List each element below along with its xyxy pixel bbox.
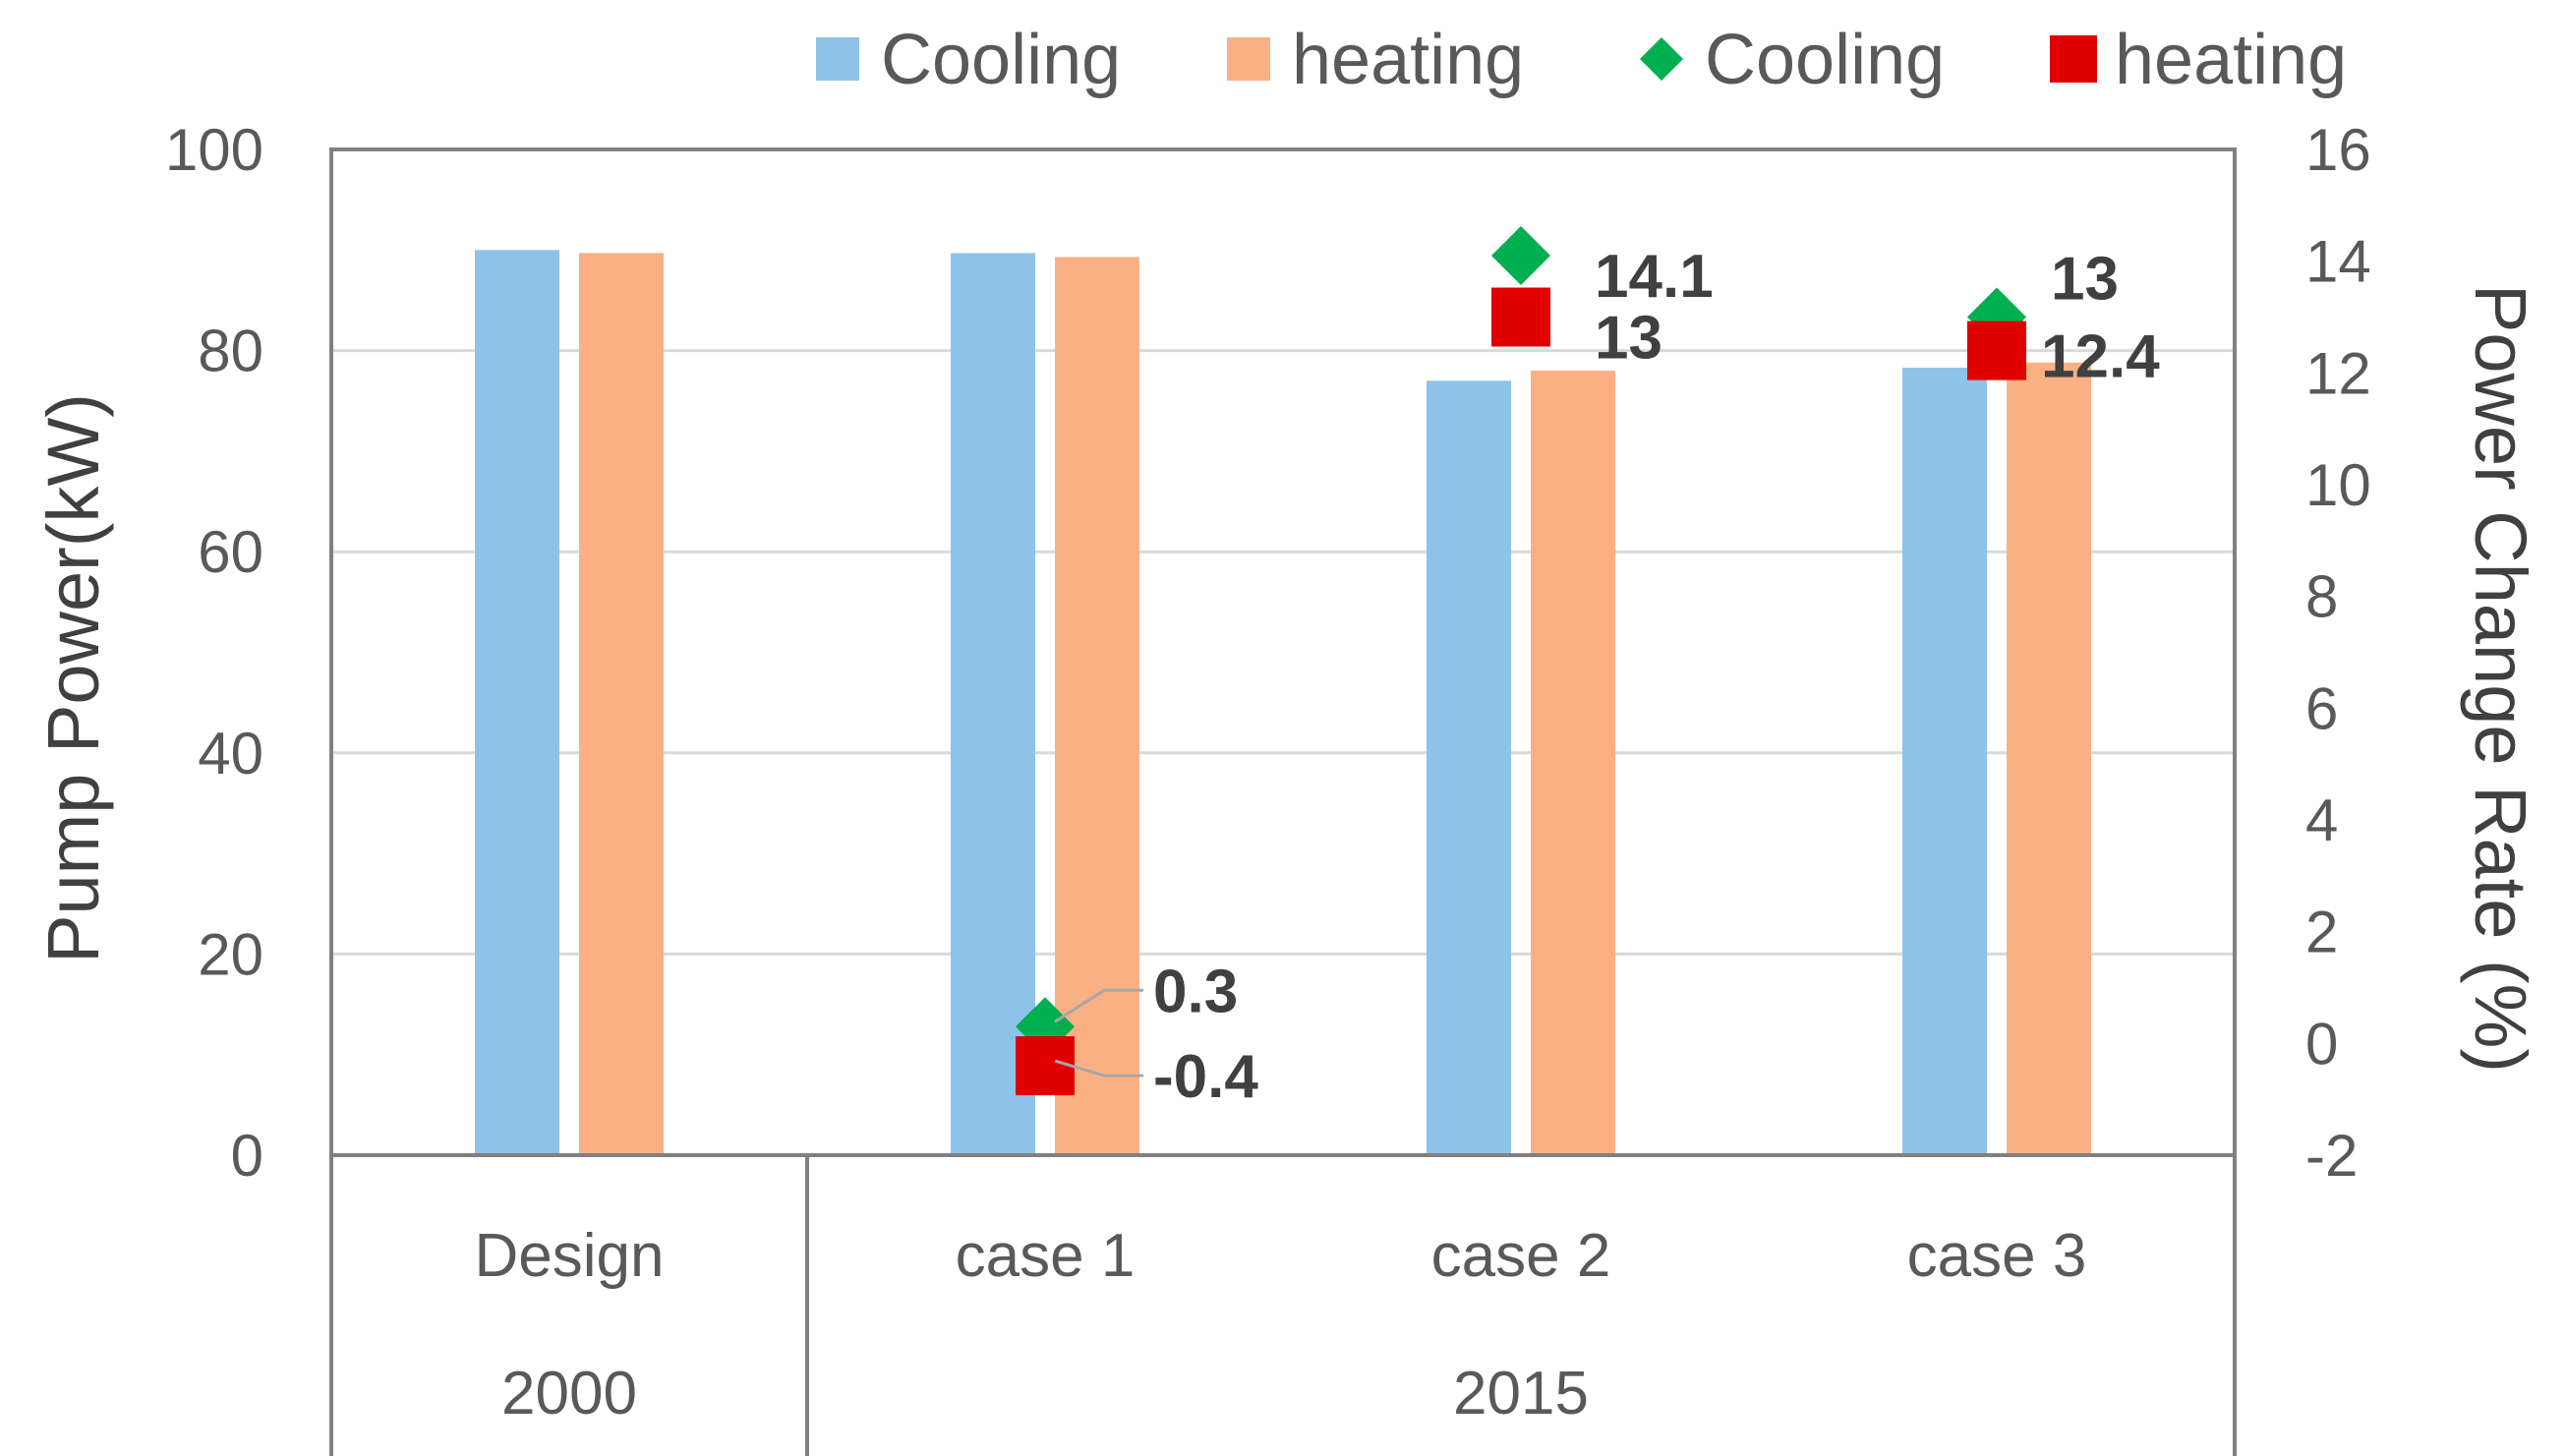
legend-swatch-heating-marker <box>2050 35 2097 83</box>
data-label-cooling-1: 0.3 <box>1153 958 1238 1025</box>
y2-axis-title: Power Change Rate (%) <box>2460 284 2541 1073</box>
legend-label: Cooling <box>881 21 1121 99</box>
y-axis-ticks: 0 20 40 60 80 100 <box>165 117 263 1189</box>
legend-label: Cooling <box>1705 21 1945 99</box>
y2-tick-label: 12 <box>2305 340 2371 406</box>
data-labels: 0.314.1 13-0.413 12.4 <box>1054 243 2160 1111</box>
bar-heating-2 <box>1531 371 1615 1155</box>
label-leader-line <box>1054 988 1143 1023</box>
markers <box>1016 225 2026 1096</box>
y-tick-label: 20 <box>198 921 263 987</box>
y-tick-label: 0 <box>231 1123 263 1189</box>
y-axis-title: Pump Power(kW) <box>32 393 114 963</box>
bar-heating-3 <box>2007 362 2091 1156</box>
plot-border <box>329 147 2237 1157</box>
marker-heating-2 <box>1491 287 1550 347</box>
x-category-label: case 3 <box>1907 1222 2087 1290</box>
y2-tick-label: 6 <box>2305 675 2338 741</box>
x-category-label: Design <box>475 1222 665 1290</box>
x-category-label: case 1 <box>956 1222 1136 1290</box>
legend-label: heating <box>1292 21 1524 99</box>
legend-swatch-cooling-bar <box>816 37 859 81</box>
data-label-cooling-2: 14.1 <box>1595 243 1714 311</box>
y2-tick-label: 8 <box>2305 564 2338 630</box>
legend-label: heating <box>2115 21 2347 99</box>
y2-tick-label: 2 <box>2305 900 2338 965</box>
bar-cooling-3 <box>1902 367 1987 1156</box>
y2-tick-label: 16 <box>2305 117 2371 183</box>
bar-cooling-0 <box>475 250 559 1156</box>
legend-swatch-heating-bar <box>1227 37 1270 81</box>
plot-frame <box>329 147 2237 1157</box>
bar-heating-1 <box>1055 257 1139 1155</box>
marker-heating-1 <box>1016 1036 1075 1096</box>
data-label-cooling-3: 13 <box>2051 246 2119 314</box>
y2-tick-label: 4 <box>2305 787 2338 853</box>
bar-cooling-2 <box>1427 380 1511 1155</box>
data-label-heating-2: 13 <box>1595 305 1662 373</box>
y-tick-label: 80 <box>198 319 263 384</box>
marker-heating-3 <box>1967 320 2026 380</box>
y2-axis-ticks: -2 0 2 4 6 8 10 12 14 16 <box>2305 117 2371 1189</box>
x-group-label: 2000 <box>501 1360 637 1427</box>
y2-tick-label: 14 <box>2305 229 2371 295</box>
bar-heating-0 <box>579 253 664 1155</box>
bar-cooling-1 <box>951 253 1035 1155</box>
label-leader-line <box>1054 1059 1143 1077</box>
y2-tick-label: 10 <box>2305 452 2371 518</box>
legend-swatch-cooling-marker <box>1640 37 1683 81</box>
y2-tick-label: -2 <box>2305 1123 2358 1189</box>
legend: Cooling heating Cooling heating <box>816 21 2347 99</box>
y2-tick-label: 0 <box>2305 1011 2338 1077</box>
data-label-heating-1: -0.4 <box>1153 1043 1258 1111</box>
y-tick-label: 40 <box>198 721 263 786</box>
bars <box>475 250 2091 1156</box>
x-group-label: 2015 <box>1453 1360 1589 1427</box>
marker-cooling-2 <box>1491 225 1550 285</box>
data-label-heating-3: 12.4 <box>2041 323 2160 391</box>
x-category-label: case 2 <box>1431 1222 1611 1290</box>
y-tick-label: 100 <box>165 117 263 183</box>
x-axis: Design case 1 case 2 case 3 2000 2015 <box>329 1155 2237 1456</box>
y-tick-label: 60 <box>198 519 263 585</box>
